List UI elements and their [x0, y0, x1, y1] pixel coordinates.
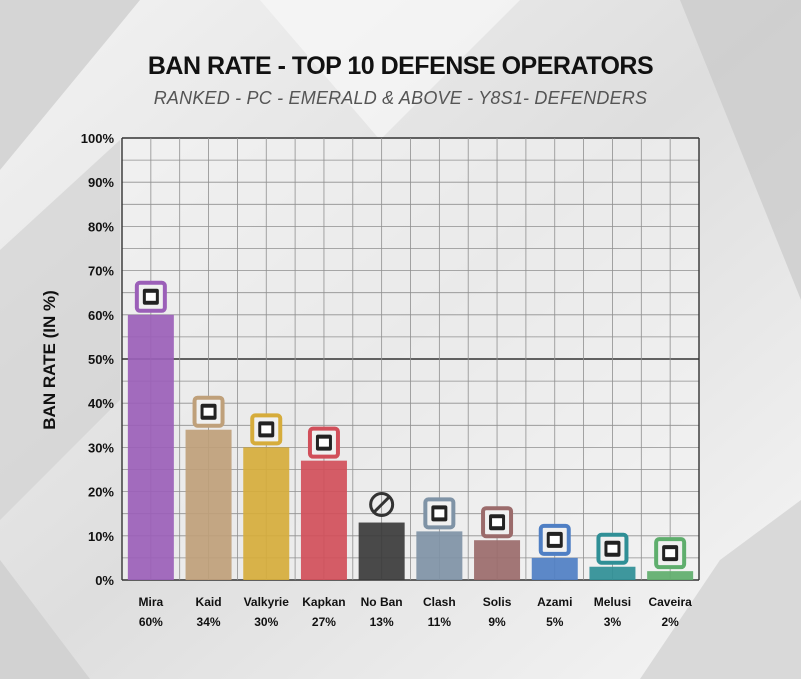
x-category-label: Clash [423, 595, 456, 609]
y-tick-label: 10% [88, 529, 114, 544]
x-category-label: Valkyrie [244, 595, 290, 609]
y-tick-label: 60% [88, 308, 114, 323]
valkyrie-icon [250, 413, 283, 446]
y-tick-label: 80% [88, 219, 114, 234]
y-tick-label: 70% [88, 264, 114, 279]
icon-glyph-detail [607, 544, 618, 553]
icon-glyph-detail [318, 438, 329, 447]
icon-glyph-detail [549, 535, 560, 544]
bar-solis [474, 540, 521, 580]
bar-clash [416, 531, 463, 580]
icon-glyph-detail [665, 549, 676, 558]
melusi-icon [596, 532, 629, 565]
no-ban-icon [369, 492, 395, 518]
kapkan-icon [307, 426, 340, 459]
y-axis: 0% 10% 20% 30% 40% 50% 60% 70% 80% 90% 100% [81, 131, 115, 588]
bar-valkyrie [243, 447, 290, 580]
y-tick-label: 50% [88, 352, 114, 367]
bar-azami [531, 557, 578, 580]
bar-kaid [185, 429, 232, 580]
value-label: 9% [488, 615, 506, 629]
value-label: 3% [604, 615, 622, 629]
no-ban-circle [369, 492, 395, 518]
icon-glyph-detail [492, 518, 503, 527]
x-category-label: Melusi [594, 595, 631, 609]
caveira-icon [654, 537, 687, 570]
bar-mira [127, 314, 174, 580]
x-category-label: Caveira [648, 595, 692, 609]
icon-glyph-detail [145, 292, 156, 301]
x-category-label: Mira [139, 595, 164, 609]
value-label: 27% [312, 615, 336, 629]
value-label: 34% [197, 615, 221, 629]
x-category-label: Solis [483, 595, 512, 609]
azami-icon [538, 523, 571, 556]
x-category-label: Kapkan [302, 595, 345, 609]
value-label: 13% [370, 615, 394, 629]
bar-no-ban [358, 522, 405, 580]
x-axis: Mira 60% Kaid 34% Valkyrie 30% Kapkan 27% No Ban… [139, 595, 693, 629]
bar-melusi [589, 566, 636, 580]
chart-bars [127, 280, 694, 580]
y-tick-label: 90% [88, 175, 114, 190]
bar-caveira [647, 571, 694, 580]
x-category-label: No Ban [361, 595, 403, 609]
y-tick-label: 20% [88, 485, 114, 500]
y-tick-label: 30% [88, 440, 114, 455]
clash-icon [423, 497, 456, 530]
y-tick-label: 0% [95, 573, 114, 588]
value-label: 5% [546, 615, 564, 629]
kaid-icon [192, 395, 225, 428]
y-tick-label: 100% [81, 131, 115, 146]
chart-subtitle: RANKED - PC - EMERALD & ABOVE - Y8S1- DE… [153, 88, 648, 108]
chart-title: BAN RATE - TOP 10 DEFENSE OPERATORS [147, 52, 654, 80]
icon-glyph-detail [261, 425, 272, 434]
y-axis-label: BAN RATE (IN %) [40, 290, 59, 429]
solis-icon [481, 506, 514, 539]
value-label: 60% [139, 615, 163, 629]
no-ban-slash [372, 495, 391, 514]
icon-glyph-detail [434, 509, 445, 518]
x-category-label: Kaid [196, 595, 222, 609]
value-label: 30% [254, 615, 278, 629]
icon-glyph-detail [203, 407, 214, 416]
mira-icon [134, 280, 167, 313]
x-category-label: Azami [537, 595, 572, 609]
bar-kapkan [300, 460, 347, 580]
y-tick-label: 40% [88, 396, 114, 411]
value-label: 2% [661, 615, 679, 629]
value-label: 11% [428, 615, 452, 629]
